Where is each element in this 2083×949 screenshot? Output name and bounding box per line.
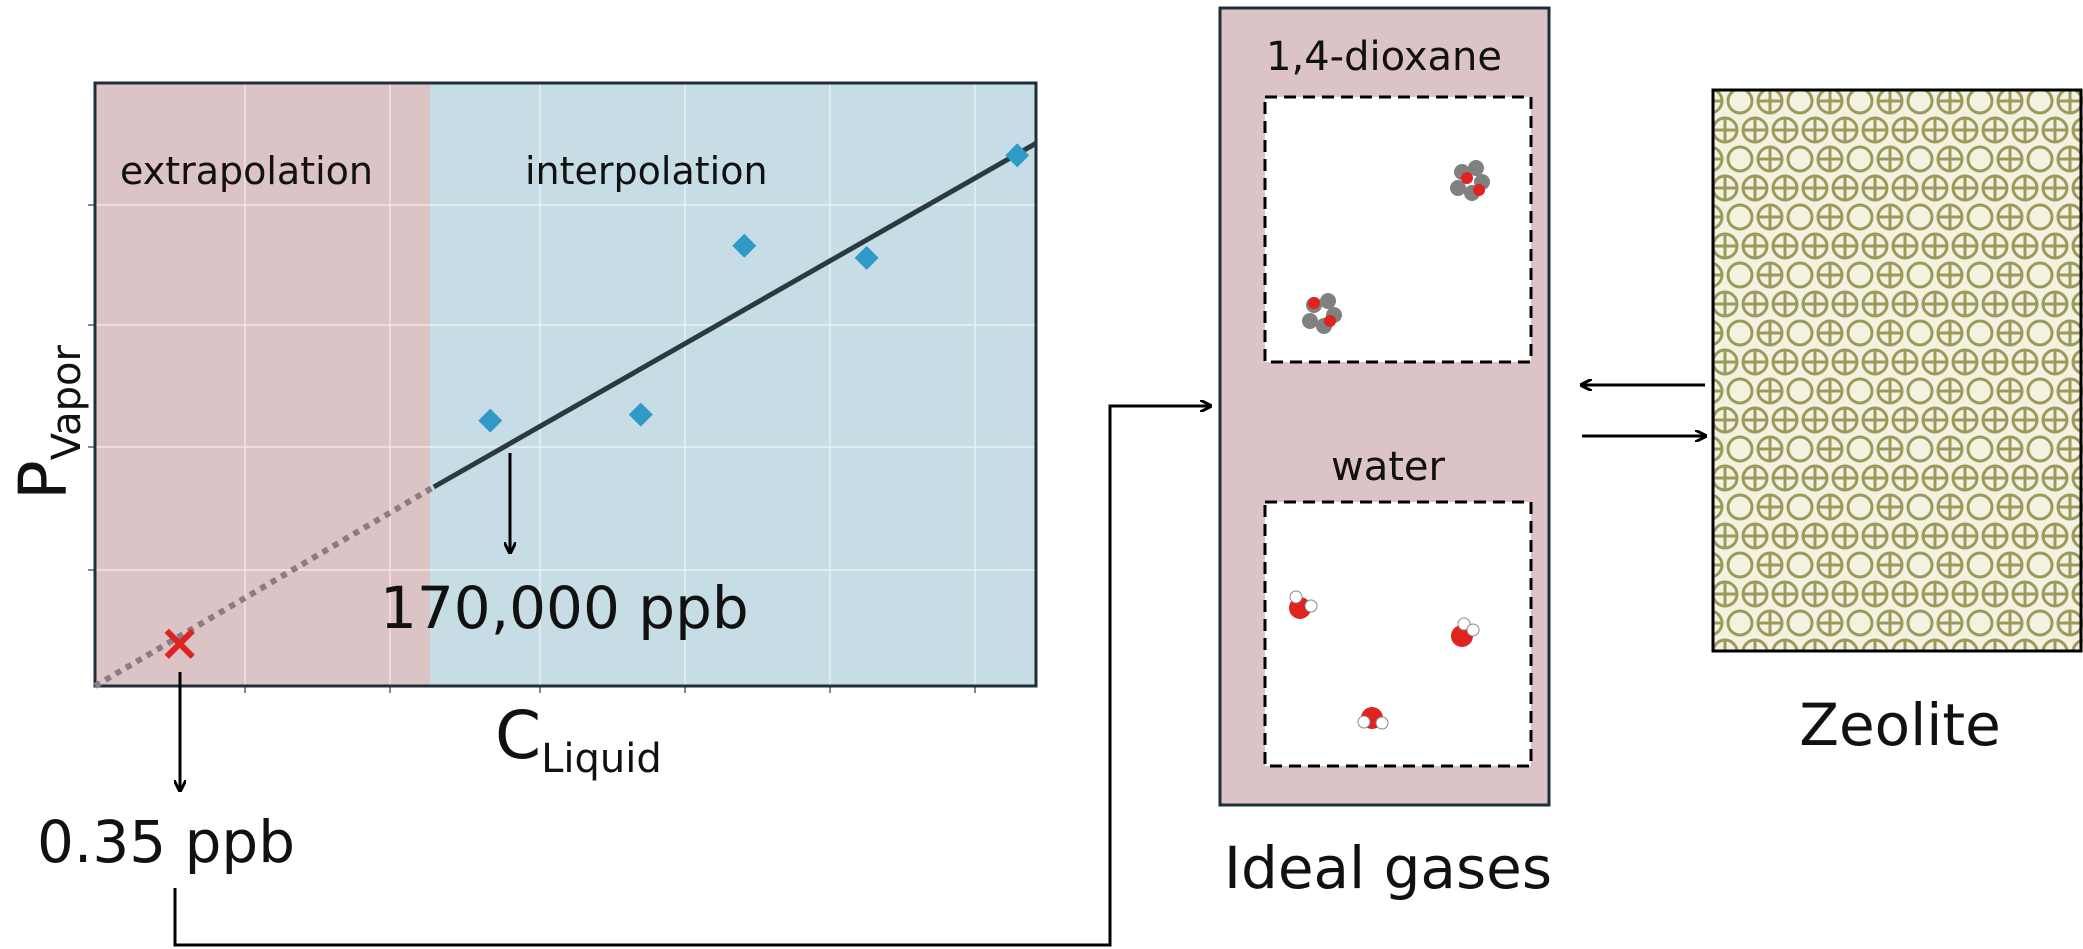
- dioxane-molecule: [1302, 293, 1342, 334]
- water-panel: [1263, 500, 1533, 768]
- annotation-low-value: 0.35 ppb: [37, 808, 295, 876]
- data-point: [478, 408, 503, 433]
- region-label-interpolation: interpolation: [525, 149, 768, 193]
- zeolite-lattice: [1711, 88, 2083, 653]
- data-points: [478, 143, 1030, 433]
- fit-line: [432, 141, 1038, 490]
- x-axis-label: CLiquid: [495, 697, 662, 782]
- zeolite-caption: Zeolite: [1799, 691, 2001, 759]
- x-axis-label-sub: Liquid: [541, 736, 662, 782]
- water-molecule: [1451, 617, 1480, 647]
- y-axis-label-sub: Vapor: [44, 345, 90, 461]
- data-point: [1005, 143, 1030, 168]
- plot-frame: [93, 81, 1038, 688]
- gridlines: [95, 83, 1036, 686]
- y-axis-label-base: P: [5, 460, 82, 500]
- x-axis-label-base: C: [495, 697, 541, 774]
- region-label-extrapolation: extrapolation: [120, 149, 373, 193]
- gas-box-caption: Ideal gases: [1224, 834, 1552, 902]
- y-axis-label: PVapor: [5, 345, 90, 500]
- data-point: [628, 402, 653, 427]
- connector-arrow-to-gas-box: [173, 406, 1210, 947]
- zeolite-frame: [1711, 88, 2083, 653]
- extrapolated-point-x-marker: [164, 628, 195, 659]
- data-point: [854, 245, 879, 270]
- panel-label-dioxane: 1,4-dioxane: [1266, 34, 1502, 80]
- annotation-high-value: 170,000 ppb: [380, 574, 749, 642]
- extrapolated-line: [93, 484, 436, 689]
- water-molecule: [1357, 707, 1389, 730]
- data-point: [732, 233, 757, 258]
- plot: extrapolation interpolation: [88, 81, 1038, 693]
- water-molecule: [1289, 590, 1318, 619]
- interpolation-region: [430, 83, 1036, 686]
- zeolite-pattern: [1713, 90, 2083, 651]
- dioxane-molecule: [1450, 160, 1490, 201]
- x-marker-stroke: [164, 628, 195, 659]
- ideal-gases-box: 1,4-dioxane water: [1218, 6, 1551, 807]
- panel-label-water: water: [1331, 444, 1446, 490]
